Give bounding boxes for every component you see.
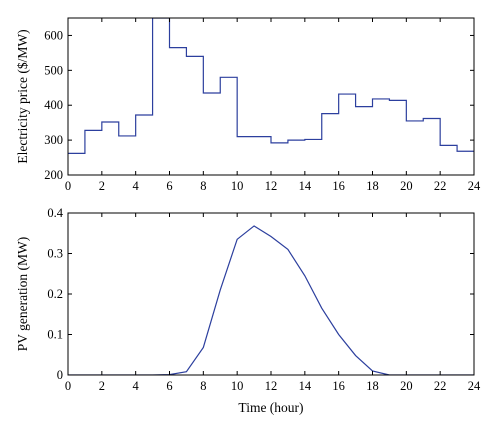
y-tick-label: 200 [44, 168, 63, 182]
x-tick-label: 10 [231, 379, 244, 393]
x-tick-label: 4 [133, 179, 140, 193]
x-tick-label: 2 [99, 179, 105, 193]
x-tick-label: 4 [133, 379, 140, 393]
y-tick-label: 600 [44, 28, 63, 42]
plot-frame-2 [67, 212, 475, 376]
x-tick-label: 0 [65, 379, 71, 393]
y-tick-label: 0.3 [47, 247, 63, 261]
x-tick-label: 8 [200, 179, 206, 193]
x-tick-label: 0 [65, 179, 71, 193]
x-tick-label: 24 [468, 179, 481, 193]
x-tick-label: 18 [366, 179, 379, 193]
y-axis-label: Electricity price ($/MW) [15, 29, 30, 163]
x-tick-label: 6 [166, 179, 172, 193]
x-tick-label: 22 [434, 179, 447, 193]
x-tick-label: 12 [265, 179, 278, 193]
y-tick-label: 0.1 [47, 328, 63, 342]
x-tick-label: 14 [299, 379, 312, 393]
x-tick-label: 16 [332, 179, 345, 193]
y-tick-label: 0.4 [47, 206, 63, 220]
x-tick-label: 14 [299, 179, 312, 193]
price-series-line [68, 18, 474, 154]
x-tick-label: 22 [434, 379, 447, 393]
x-axis-label: Time (hour) [238, 400, 303, 415]
y-tick-label: 0 [57, 368, 63, 382]
x-tick-label: 20 [400, 379, 413, 393]
x-tick-label: 24 [468, 379, 481, 393]
y-axis-label: PV generation (MW) [15, 237, 30, 351]
x-tick-label: 20 [400, 179, 413, 193]
x-tick-label: 10 [231, 179, 244, 193]
x-tick-label: 16 [332, 379, 345, 393]
y-tick-label: 0.2 [47, 287, 63, 301]
plot-frame-1 [67, 17, 475, 176]
x-tick-label: 6 [166, 379, 172, 393]
y-tick-label: 400 [44, 98, 63, 112]
x-tick-label: 12 [265, 379, 278, 393]
y-tick-label: 500 [44, 63, 63, 77]
x-tick-label: 8 [200, 379, 206, 393]
x-tick-label: 18 [366, 379, 379, 393]
pv-series-line [68, 225, 474, 375]
x-tick-label: 2 [99, 379, 105, 393]
y-tick-label: 300 [44, 133, 63, 147]
